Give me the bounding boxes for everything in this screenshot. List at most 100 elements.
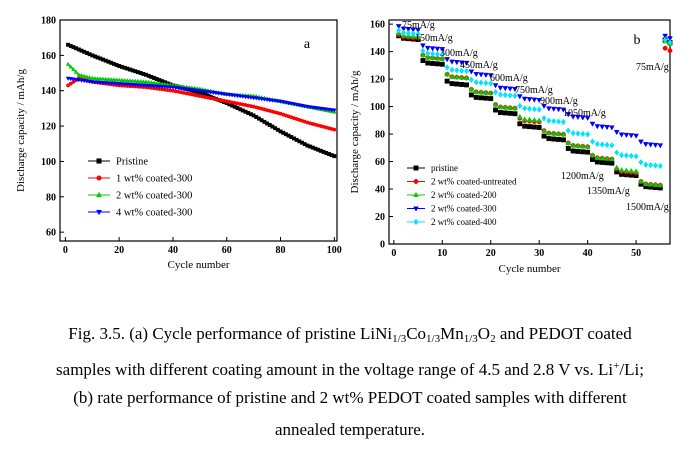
data-point (434, 61, 440, 67)
data-point (565, 127, 571, 134)
data-point (594, 124, 601, 130)
data-point (76, 72, 82, 77)
y-tick-label: 160 (370, 20, 385, 31)
data-point (430, 60, 436, 66)
data-point (478, 95, 484, 101)
data-point (502, 86, 509, 92)
legend-marker (413, 206, 419, 212)
data-point (560, 131, 567, 137)
data-point (643, 161, 649, 168)
rate-label: 600mA/g (490, 73, 528, 84)
data-point (642, 180, 649, 186)
rate-label: 150mA/g (415, 33, 453, 44)
data-point (594, 154, 601, 160)
data-point (420, 43, 426, 49)
data-point (332, 108, 337, 113)
data-point (579, 143, 586, 149)
data-point (536, 97, 543, 104)
y-tick-label: 0 (380, 240, 385, 251)
data-point (502, 91, 508, 99)
data-point (146, 79, 152, 84)
y-axis-label: Discharge capacity / mAh/g (15, 69, 27, 192)
rate-label: 75mA/g (402, 20, 435, 31)
data-point (502, 104, 509, 110)
caption-line-2: samples with different coating amount in… (56, 360, 644, 379)
data-point (473, 71, 480, 78)
x-tick-label: 80 (276, 245, 286, 256)
data-point (623, 152, 629, 159)
data-point (92, 75, 98, 81)
data-point (657, 162, 663, 170)
x-tick-label: 0 (391, 248, 396, 259)
data-point (463, 74, 470, 81)
data-point (521, 116, 528, 122)
data-point (589, 152, 596, 158)
legend-label: 2 wt% coated-200 (431, 190, 497, 200)
data-point (662, 36, 668, 44)
data-point (429, 54, 436, 60)
data-point (151, 80, 157, 85)
data-point (516, 113, 523, 119)
y-tick-label: 100 (41, 157, 56, 168)
legend-marker (96, 175, 102, 181)
legend-marker (413, 165, 419, 171)
data-point (439, 55, 446, 61)
data-point (459, 82, 465, 87)
legend-marker (96, 191, 102, 198)
data-point (453, 74, 460, 80)
x-tick-label: 100 (327, 245, 342, 256)
data-point (138, 78, 143, 84)
legend-label: 2 wt% coated-300 (431, 204, 497, 214)
panel-label: b (634, 33, 641, 48)
data-point (483, 79, 489, 87)
data-point (430, 50, 436, 58)
data-point (143, 79, 149, 84)
data-point (100, 76, 106, 81)
data-point (604, 155, 610, 161)
data-point (575, 130, 581, 137)
rate-label: 1050mA/g (563, 108, 606, 119)
data-point (103, 76, 109, 81)
data-point (473, 88, 480, 94)
data-point (463, 60, 470, 67)
data-point (560, 118, 566, 126)
data-point (68, 81, 73, 86)
data-point (497, 103, 504, 109)
data-point (623, 132, 630, 139)
data-point (570, 142, 576, 148)
data-point (434, 46, 441, 52)
data-point (425, 50, 431, 57)
data-point (609, 160, 615, 166)
data-point (454, 67, 460, 74)
x-tick-label: 10 (437, 248, 447, 259)
data-point (599, 159, 605, 165)
data-point (95, 76, 100, 81)
data-point (536, 125, 542, 130)
data-point (579, 115, 586, 121)
data-point (531, 124, 537, 130)
data-point (618, 167, 625, 173)
data-point (570, 148, 576, 154)
data-point (546, 136, 552, 142)
legend-label: Pristine (116, 157, 148, 168)
data-point (89, 75, 95, 80)
data-point (149, 80, 154, 85)
data-point (459, 67, 465, 74)
y-tick-label: 120 (41, 122, 56, 133)
data-point (609, 155, 615, 162)
data-point (628, 133, 635, 139)
data-point (424, 54, 431, 60)
data-point (628, 167, 635, 174)
data-point (468, 76, 474, 84)
data-point (65, 61, 71, 66)
data-point (106, 76, 111, 82)
data-point (531, 117, 538, 123)
data-point (444, 78, 450, 84)
data-point (127, 78, 133, 83)
y-tick-label: 140 (370, 47, 385, 58)
data-point (420, 58, 426, 63)
data-point (108, 77, 114, 82)
data-point (458, 60, 465, 66)
data-point (613, 164, 620, 170)
